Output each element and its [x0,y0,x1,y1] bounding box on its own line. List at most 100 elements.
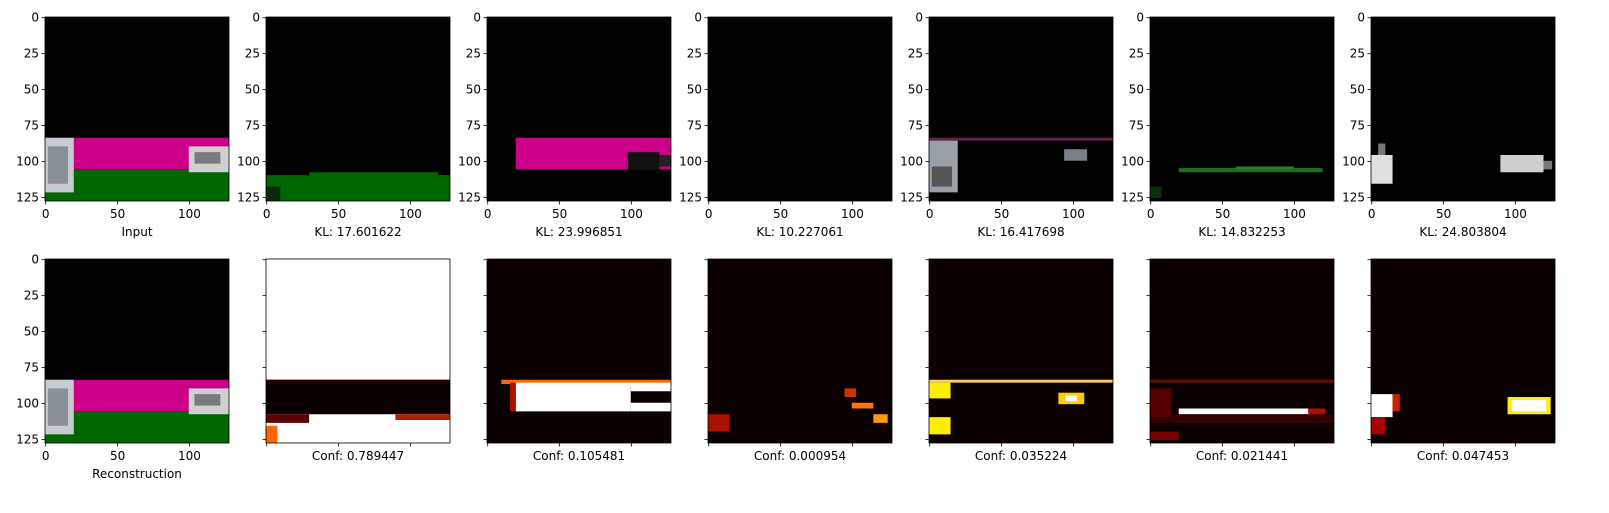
image-region [929,137,1113,141]
x-tick-label: 0 [42,207,50,221]
y-tick-label: 100 [1342,154,1365,168]
y-tick-label: 125 [679,190,702,204]
image-region [931,166,952,187]
image-region [515,382,631,412]
image-background [487,17,671,201]
x-tick-label: 100 [1283,207,1306,221]
image-background [1150,17,1334,201]
image-background [929,17,1113,201]
x-tick-label: 0 [42,449,50,463]
y-tick-label: 75 [24,361,39,375]
y-tick-label: 0 [694,11,702,25]
image-region [1371,417,1386,435]
image-region [266,414,310,423]
y-tick-label: 100 [458,154,481,168]
image-background [487,259,671,443]
x-tick-label: 100 [1062,207,1085,221]
y-tick-label: 0 [915,11,923,25]
y-tick-label: 0 [473,11,481,25]
image-region [929,417,951,435]
image-region [1543,160,1553,170]
image-region [1378,143,1386,155]
subplot: Conf: 0.035224 [925,258,1114,463]
image-region [1150,186,1162,199]
panel-label: KL: 14.832253 [1198,225,1285,239]
image-region [1511,399,1547,412]
x-tick-label: 0 [926,207,934,221]
image-region [627,152,660,170]
image-region [194,152,221,164]
panel-label: Conf: 0.000954 [754,449,846,463]
image-region [309,172,439,178]
image-region [851,402,874,409]
subplot: Conf: 0.105481 [483,258,672,463]
x-tick-label: 50 [110,449,125,463]
y-tick-label: 75 [908,119,923,133]
subplot: 0 50 100 0 25 50 75 100 125 KL: 17.601622 [237,11,451,239]
image-region [1371,394,1393,418]
image-region [929,379,1113,383]
axes-frame [1149,16,1335,202]
image-region [873,414,888,423]
y-tick-label: 125 [458,190,481,204]
x-tick-label: 50 [331,207,346,221]
y-tick-label: 125 [16,190,39,204]
image-region [266,186,281,201]
panel-label: Reconstruction [92,467,182,481]
y-tick-label: 100 [16,396,39,410]
y-tick-label: 50 [1129,83,1144,97]
panel-label: Conf: 0.789447 [312,449,404,463]
panel-label: KL: 24.803804 [1419,225,1506,239]
y-tick-label: 0 [252,11,260,25]
y-tick-label: 25 [687,47,702,61]
subplot: 0 50 100 0 25 50 75 100 125 Reconstruction [16,253,230,481]
y-tick-label: 25 [466,47,481,61]
subplot: Conf: 0.789447 [262,258,451,463]
image-region [1308,408,1326,415]
y-tick-label: 25 [24,289,39,303]
subplot: 0 50 100 0 25 50 75 100 125 KL: 10.227061 [679,11,893,239]
image-region [1392,394,1400,412]
axes-frame [1370,258,1556,444]
y-tick-label: 0 [1136,11,1144,25]
image-region [659,155,671,167]
y-tick-label: 25 [1350,47,1365,61]
image-region [1150,414,1334,423]
image-background [929,259,1113,443]
subplot: Conf: 0.021441 [1146,258,1335,463]
y-tick-label: 125 [900,190,923,204]
y-tick-label: 125 [16,432,39,446]
y-tick-label: 50 [466,83,481,97]
image-region [510,382,516,412]
y-tick-label: 75 [245,119,260,133]
panel-label: Conf: 0.047453 [1417,449,1509,463]
image-region [1150,388,1172,418]
image-region [194,394,221,406]
axes-frame [928,16,1114,202]
axes-frame [1149,258,1335,444]
image-region [1236,166,1294,170]
image-region [266,175,450,201]
y-tick-label: 50 [687,83,702,97]
axes-frame [44,16,230,202]
x-tick-label: 0 [484,207,492,221]
y-tick-label: 100 [1121,154,1144,168]
image-region [1178,167,1323,173]
y-tick-label: 75 [466,119,481,133]
image-region [1178,408,1316,415]
y-tick-label: 25 [245,47,260,61]
image-region [266,379,450,385]
panel-label: KL: 16.417698 [977,225,1064,239]
x-tick-label: 100 [399,207,422,221]
y-tick-label: 50 [24,83,39,97]
image-region [47,388,68,426]
y-tick-label: 25 [908,47,923,61]
x-tick-label: 50 [1215,207,1230,221]
x-tick-label: 100 [841,207,864,221]
panel-label: KL: 10.227061 [756,225,843,239]
subplot: 0 50 100 0 25 50 75 100 125 KL: 14.832253 [1121,11,1335,239]
x-tick-label: 100 [178,207,201,221]
x-tick-label: 100 [178,449,201,463]
axes-frame [707,258,893,444]
